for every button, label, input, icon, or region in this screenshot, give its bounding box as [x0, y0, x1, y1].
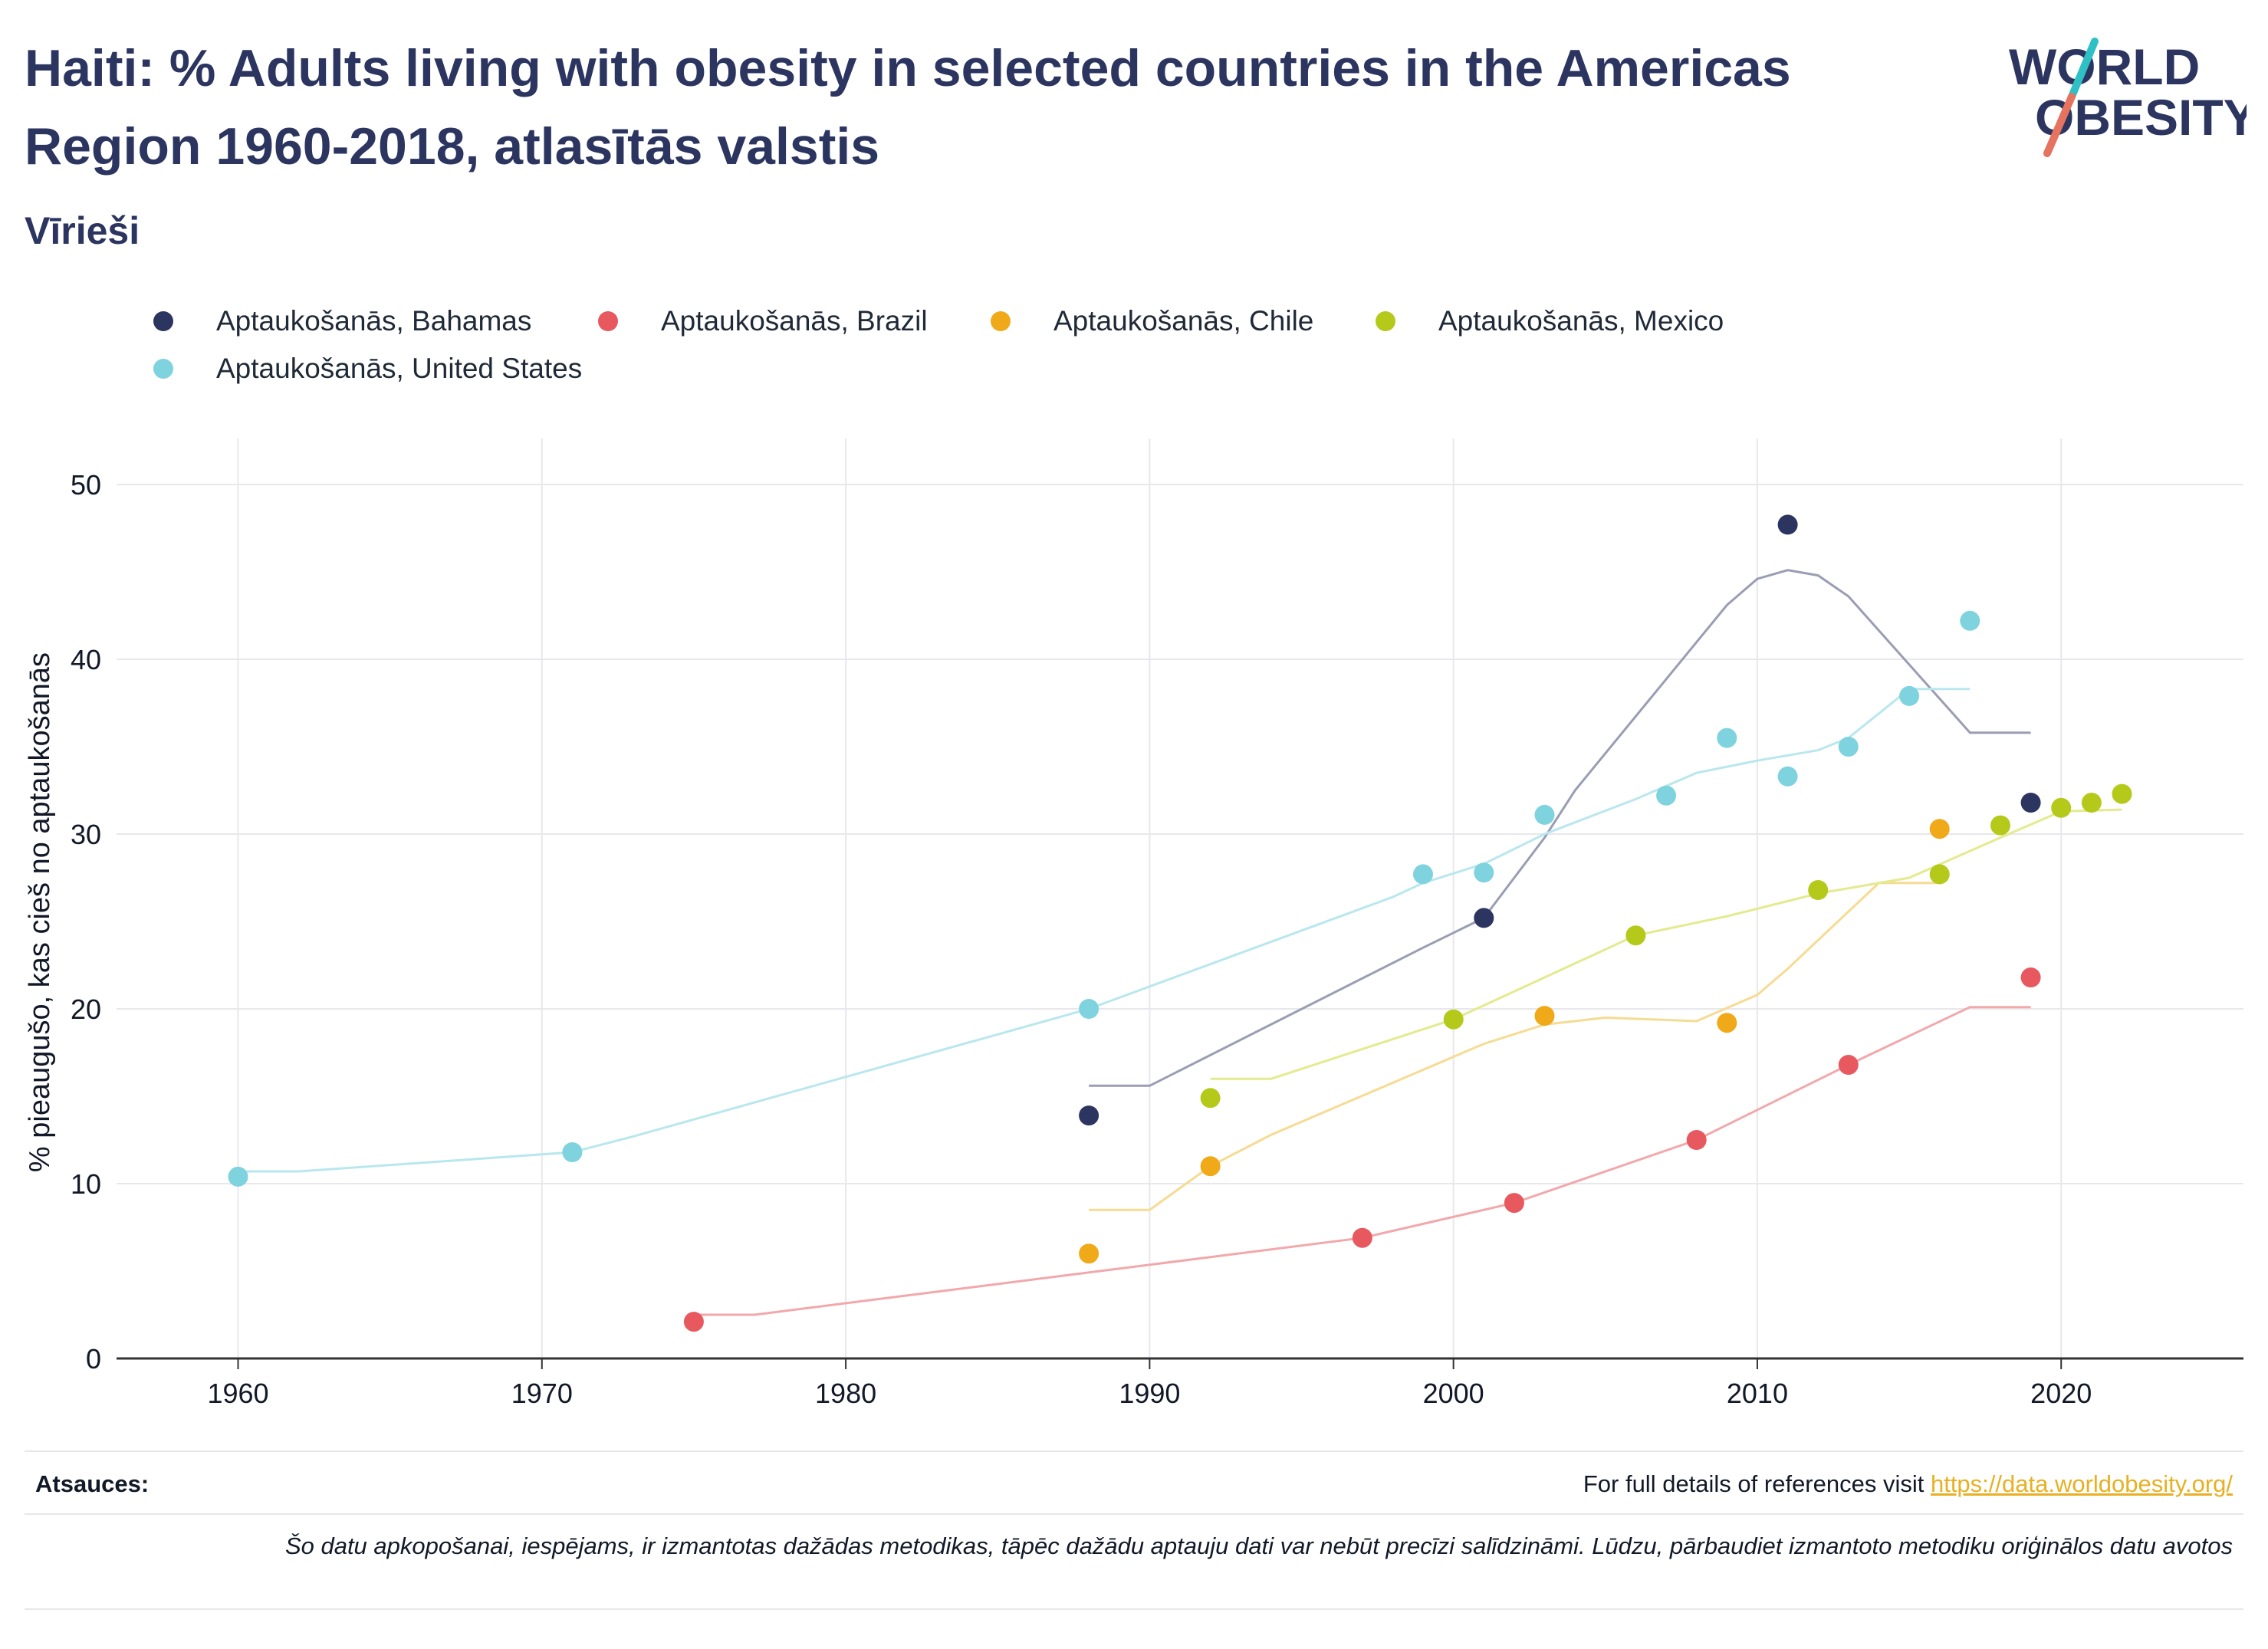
- data-point-united-states[interactable]: [228, 1166, 248, 1187]
- data-point-mexico[interactable]: [1808, 880, 1829, 900]
- data-point-united-states[interactable]: [1717, 728, 1737, 748]
- data-point-brazil[interactable]: [1838, 1055, 1859, 1075]
- data-point-united-states[interactable]: [1534, 804, 1555, 825]
- legend-item-chile[interactable]: Aptaukošanās, Chile: [991, 305, 1313, 337]
- sources-prefix: For full details of references visit: [1583, 1470, 1931, 1497]
- y-axis-label: % pieaugušo, kas cieš no aptaukošanās: [24, 652, 56, 1172]
- x-tick-label: 2010: [1727, 1378, 1788, 1409]
- legend-label-mexico: Aptaukošanās, Mexico: [1438, 305, 1724, 337]
- trend-lines: [238, 569, 2122, 1316]
- legend-dot-chile: [991, 311, 1011, 331]
- legend-item-brazil[interactable]: Aptaukošanās, Brazil: [598, 305, 928, 337]
- data-point-mexico[interactable]: [1625, 925, 1646, 946]
- data-point-united-states[interactable]: [562, 1142, 583, 1162]
- legend-label-united-states: Aptaukošanās, United States: [216, 353, 583, 384]
- chart-subtitle: Vīrieši: [25, 209, 140, 252]
- trend-line-mexico: [1210, 808, 2122, 1080]
- data-point-bahamas[interactable]: [1079, 1105, 1099, 1126]
- logo-slash-coral: [2043, 93, 2076, 157]
- footer-divider-middle: [25, 1513, 2243, 1515]
- data-point-chile[interactable]: [1929, 819, 1950, 839]
- x-tick-label: 1980: [815, 1378, 876, 1409]
- trend-line-chile: [1089, 882, 1940, 1211]
- data-point-united-states[interactable]: [1960, 610, 1980, 631]
- legend-item-united-states[interactable]: Aptaukošanās, United States: [153, 353, 582, 385]
- data-point-united-states[interactable]: [1413, 864, 1433, 885]
- data-point-chile[interactable]: [1534, 1006, 1555, 1027]
- data-point-brazil[interactable]: [1504, 1193, 1524, 1214]
- data-points: [228, 514, 2132, 1332]
- y-tick-label: 40: [71, 644, 101, 675]
- legend-dot-united-states: [153, 359, 173, 379]
- data-point-chile[interactable]: [1717, 1013, 1737, 1033]
- y-tick-label: 50: [71, 469, 101, 501]
- data-point-mexico[interactable]: [1443, 1009, 1464, 1030]
- data-point-bahamas[interactable]: [1474, 908, 1494, 928]
- data-point-brazil[interactable]: [683, 1312, 704, 1332]
- data-point-united-states[interactable]: [1079, 999, 1099, 1019]
- x-tick-label: 1960: [207, 1378, 268, 1409]
- legend-dot-mexico: [1376, 311, 1395, 331]
- data-point-mexico[interactable]: [1990, 815, 2010, 836]
- data-point-united-states[interactable]: [1656, 785, 1677, 806]
- data-point-bahamas[interactable]: [2020, 793, 2041, 813]
- chart-axes: 0 10 20 30 40 50 1960 1970 1980 1990 2000 2010 2020: [71, 469, 2243, 1409]
- methodology-note: Šo datu apkopošanai, iespējams, ir izman…: [284, 1532, 2233, 1559]
- data-point-bahamas[interactable]: [1777, 514, 1798, 535]
- y-tick-label: 30: [71, 819, 101, 850]
- chart-title: Haiti: % Adults living with obesity in s…: [25, 39, 1791, 176]
- logo-line1: WORLD: [2009, 38, 2200, 95]
- legend-dot-brazil: [598, 311, 618, 331]
- data-point-brazil[interactable]: [1686, 1130, 1707, 1150]
- data-point-brazil[interactable]: [2020, 967, 2041, 987]
- legend-label-chile: Aptaukošanās, Chile: [1053, 305, 1314, 337]
- data-point-mexico[interactable]: [1200, 1088, 1221, 1109]
- sources-text: For full details of references visit htt…: [1583, 1470, 2233, 1498]
- x-tick-label: 1970: [511, 1378, 573, 1409]
- y-tick-label: 20: [71, 994, 101, 1025]
- data-point-united-states[interactable]: [1474, 862, 1494, 883]
- trend-line-bahamas: [1089, 569, 2031, 1087]
- trend-line-brazil: [693, 1006, 2031, 1316]
- chart-grid: [117, 439, 2243, 1358]
- data-point-chile[interactable]: [1200, 1156, 1221, 1177]
- data-point-mexico[interactable]: [2112, 783, 2132, 804]
- data-point-mexico[interactable]: [1929, 864, 1950, 885]
- data-point-chile[interactable]: [1079, 1243, 1099, 1264]
- footer-divider-bottom: [25, 1608, 2243, 1610]
- legend-item-bahamas[interactable]: Aptaukošanās, Bahamas: [153, 305, 531, 337]
- legend-dot-bahamas: [153, 311, 173, 331]
- footer-divider-top: [25, 1450, 2243, 1452]
- data-point-brazil[interactable]: [1352, 1227, 1372, 1248]
- x-tick-label: 2020: [2030, 1378, 2092, 1409]
- sources-label: Atsauces:: [35, 1470, 150, 1497]
- legend-label-brazil: Aptaukošanās, Brazil: [661, 305, 928, 337]
- x-tick-label: 2000: [1423, 1378, 1484, 1409]
- data-point-united-states[interactable]: [1777, 766, 1798, 787]
- world-obesity-logo: WORLD OBESITY: [2009, 38, 2247, 157]
- trend-line-united-states: [238, 688, 1971, 1173]
- x-tick-label: 1990: [1119, 1378, 1180, 1409]
- data-point-mexico[interactable]: [2051, 797, 2072, 818]
- y-tick-label: 10: [71, 1168, 101, 1200]
- data-point-united-states[interactable]: [1899, 685, 1920, 706]
- data-point-united-states[interactable]: [1838, 737, 1859, 757]
- logo-slash-teal: [2068, 38, 2099, 100]
- y-tick-label: 0: [86, 1343, 101, 1375]
- sources-link[interactable]: https://data.worldobesity.org/: [1930, 1470, 2233, 1497]
- legend-item-mexico[interactable]: Aptaukošanās, Mexico: [1376, 305, 1724, 337]
- legend-label-bahamas: Aptaukošanās, Bahamas: [216, 305, 532, 337]
- data-point-mexico[interactable]: [2081, 793, 2102, 813]
